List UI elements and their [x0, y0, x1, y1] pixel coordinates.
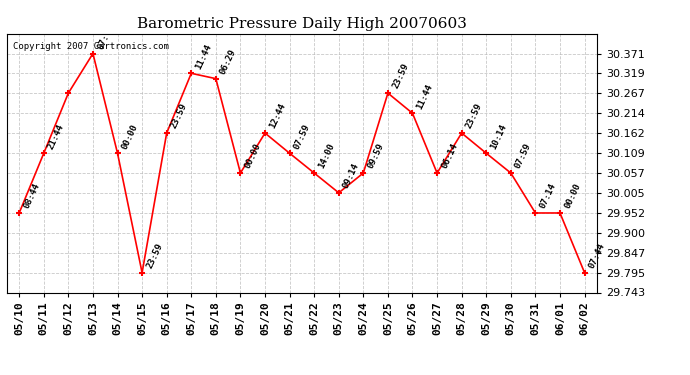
- Text: 14:00: 14:00: [317, 142, 337, 170]
- Text: 23:59: 23:59: [464, 102, 484, 130]
- Text: 09:59: 09:59: [366, 142, 386, 170]
- Text: Copyright 2007 Cartronics.com: Copyright 2007 Cartronics.com: [13, 42, 168, 51]
- Text: 07:14: 07:14: [538, 182, 558, 210]
- Text: 00:00: 00:00: [120, 122, 140, 150]
- Text: 23:59: 23:59: [391, 62, 410, 90]
- Text: 00:00: 00:00: [563, 182, 582, 210]
- Text: 09:14: 09:14: [342, 162, 361, 190]
- Text: 21:44: 21:44: [46, 122, 66, 150]
- Text: 07:: 07:: [96, 32, 110, 51]
- Text: 07:59: 07:59: [513, 142, 533, 170]
- Text: 23:59: 23:59: [145, 242, 164, 270]
- Text: 11:44: 11:44: [194, 42, 213, 70]
- Title: Barometric Pressure Daily High 20070603: Barometric Pressure Daily High 20070603: [137, 17, 467, 31]
- Text: 12:44: 12:44: [268, 102, 287, 130]
- Text: 08:44: 08:44: [22, 182, 41, 210]
- Text: 00:00: 00:00: [243, 142, 263, 170]
- Text: 07:59: 07:59: [293, 122, 312, 150]
- Text: 06:29: 06:29: [219, 48, 238, 76]
- Text: 11:44: 11:44: [415, 82, 435, 111]
- Text: 07:44: 07:44: [587, 242, 607, 270]
- Text: 23:59: 23:59: [170, 102, 189, 130]
- Text: 06:14: 06:14: [440, 142, 460, 170]
- Text: 10:14: 10:14: [489, 122, 509, 150]
